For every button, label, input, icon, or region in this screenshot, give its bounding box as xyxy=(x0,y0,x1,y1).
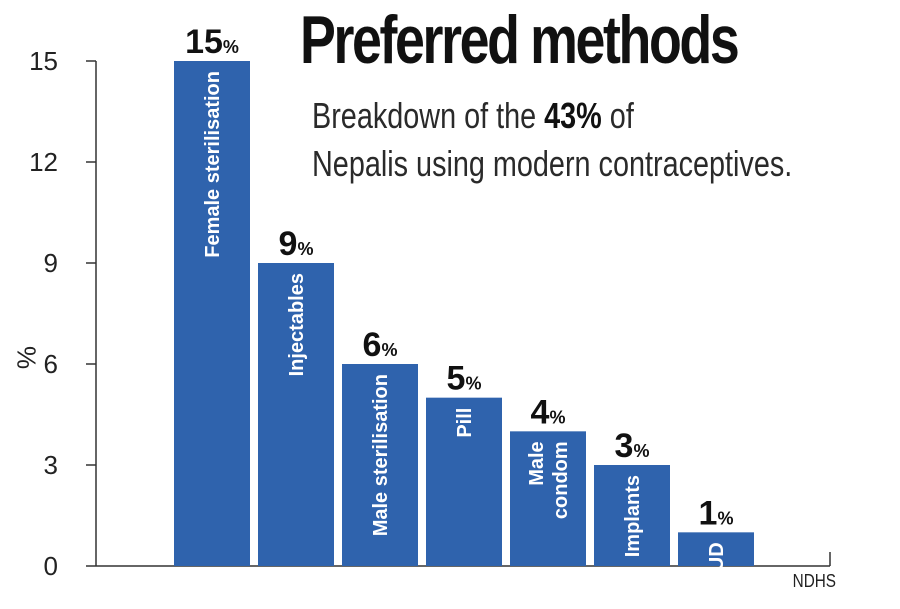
bar-category-label: Male condom xyxy=(526,441,572,519)
y-tick-label: 0 xyxy=(44,551,58,581)
bar-category-label: Male sterilisation xyxy=(370,374,392,536)
bar-category-label: Injectables xyxy=(286,273,308,376)
subtitle-line1-start: Breakdown of the xyxy=(312,95,545,136)
y-tick-label: 15 xyxy=(29,46,58,76)
bar-category-text: Male xyxy=(526,441,548,485)
bar-value-label: 3% xyxy=(615,427,650,465)
bar-category-text: Pill xyxy=(454,408,476,438)
bar-category-label: Implants xyxy=(622,475,644,557)
subtitle-line2: Nepalis using modern contraceptives. xyxy=(312,143,793,184)
bar xyxy=(426,397,502,566)
bar xyxy=(342,364,418,566)
source-note: NDHS xyxy=(792,571,836,591)
y-tick-label: 9 xyxy=(44,248,58,278)
bar xyxy=(174,61,250,566)
bar-value-label: 6% xyxy=(363,326,398,364)
bar-category-text: Injectables xyxy=(286,273,308,376)
bar-value-label: 5% xyxy=(447,360,482,398)
bar-category-text: IUD xyxy=(706,542,728,576)
subtitle-highlight: 43% xyxy=(544,95,602,136)
bar-category-label: Pill xyxy=(454,408,476,438)
bar-category-text: condom xyxy=(550,441,572,519)
subtitle-line1-end: of xyxy=(601,95,634,136)
bar xyxy=(678,532,754,566)
chart-subtitle: Breakdown of the 43% of Nepalis using mo… xyxy=(312,92,792,188)
y-tick-label: 12 xyxy=(29,147,58,177)
bar-value-label: 4% xyxy=(531,393,566,431)
bar-category-text: Female sterilisation xyxy=(202,71,224,258)
bar-value-label: 1% xyxy=(699,494,734,532)
y-tick-label: 6 xyxy=(44,349,58,379)
bar-category-text: Implants xyxy=(622,475,644,557)
bar-value-label: 9% xyxy=(279,225,314,263)
bar-category-label: Female sterilisation xyxy=(202,71,224,258)
bar xyxy=(258,263,334,566)
bar-value-label: 15% xyxy=(185,23,239,61)
chart-title: Preferred methods xyxy=(300,2,740,78)
bar-category-text: Male sterilisation xyxy=(370,374,392,536)
y-tick-label: 3 xyxy=(44,450,58,480)
bar xyxy=(594,465,670,566)
bar xyxy=(510,431,586,566)
bar-category-label: IUD xyxy=(706,542,728,576)
